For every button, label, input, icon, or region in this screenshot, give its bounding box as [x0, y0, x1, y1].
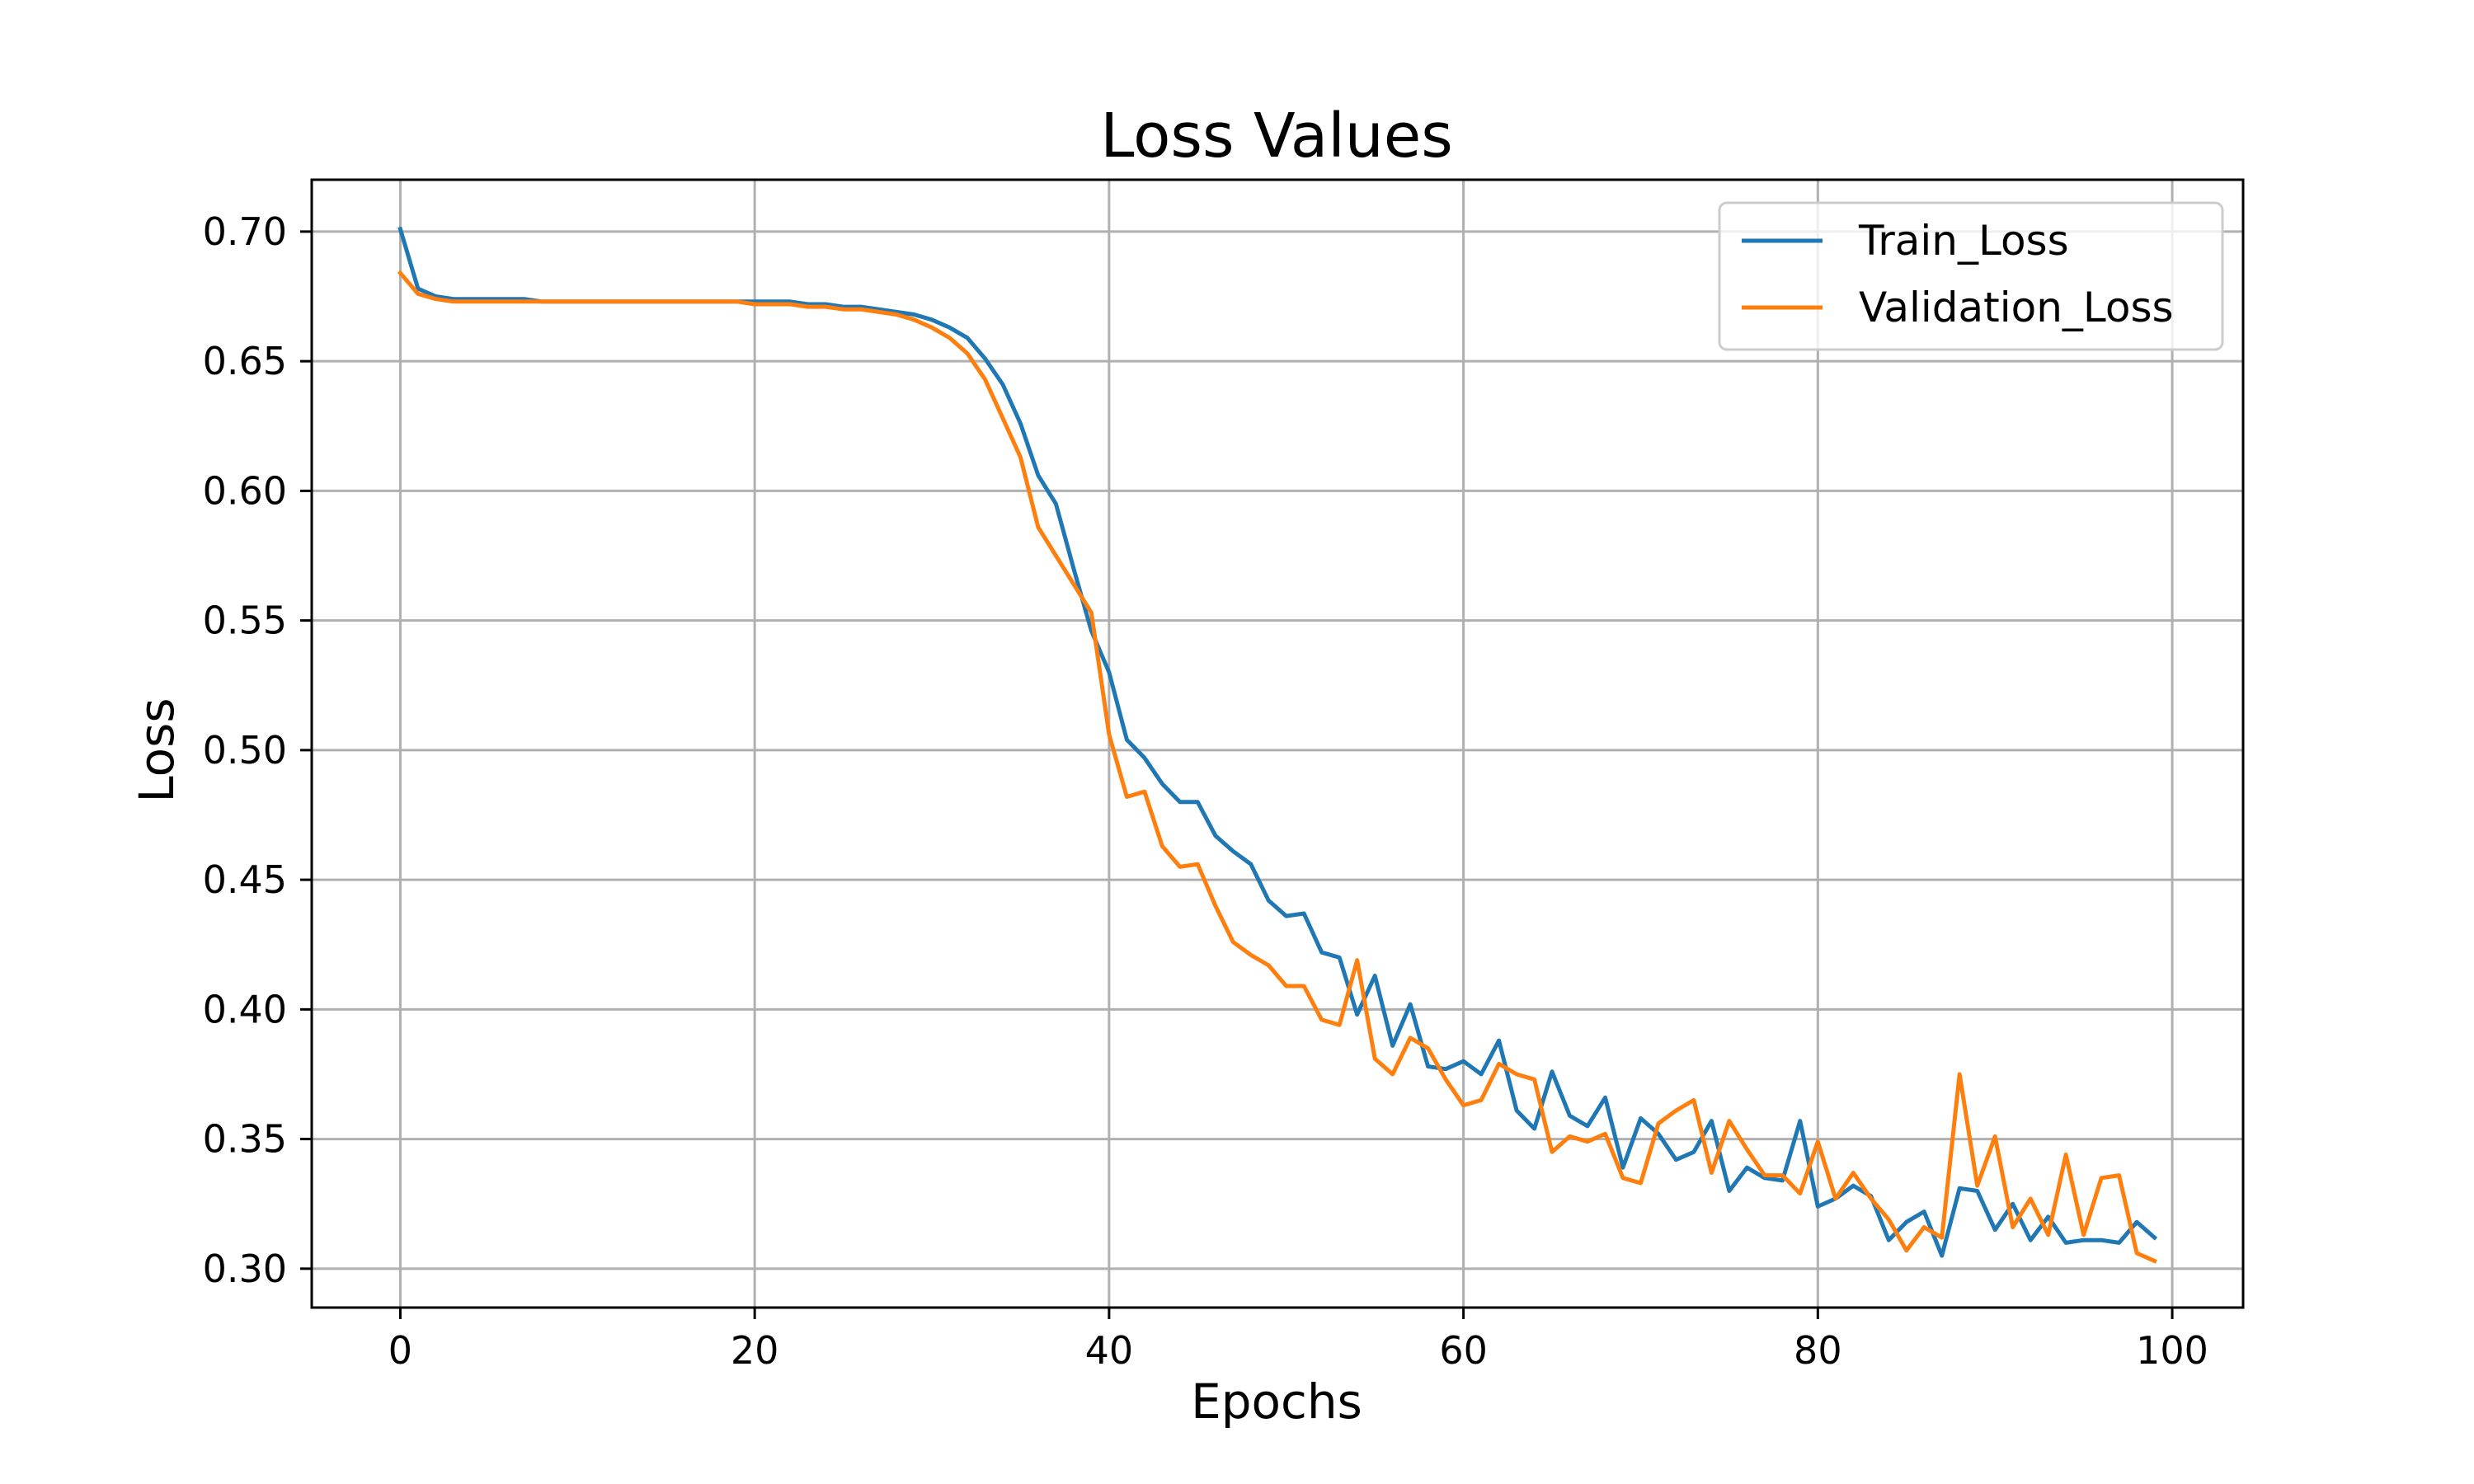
legend: Train_Loss Validation_Loss — [1718, 201, 2224, 351]
y-tick-label-0.60: 0.60 — [203, 468, 287, 513]
x-tick-label-60: 60 — [1439, 1328, 1488, 1373]
plot-frame — [310, 178, 2245, 1309]
y-tick-label-0.40: 0.40 — [203, 987, 287, 1031]
y-tick-label-0.70: 0.70 — [203, 209, 287, 254]
legend-label-train-loss: Train_Loss — [1858, 217, 2069, 265]
legend-box — [1718, 201, 2224, 351]
series-line-validation-loss — [397, 270, 2157, 1264]
y-tick-label-0.30: 0.30 — [203, 1247, 287, 1291]
y-tick-label-0.50: 0.50 — [203, 728, 287, 773]
y-tick-label-0.45: 0.45 — [203, 857, 287, 902]
chart-title: Loss Values — [1100, 101, 1453, 171]
grid-layer — [312, 180, 2243, 1308]
legend-label-validation-loss: Validation_Loss — [1859, 284, 2174, 331]
y-axis-label: Loss — [129, 697, 185, 802]
x-tick-label-20: 20 — [731, 1328, 779, 1373]
x-tick-label-0: 0 — [388, 1328, 412, 1373]
y-tick-label-0.65: 0.65 — [203, 339, 287, 383]
x-axis-label: Epochs — [1191, 1374, 1362, 1430]
tick-layer: 0 20 40 60 80 100 0.30 0.35 0.40 0.45 0.50 0.55 0.60… — [203, 209, 2208, 1373]
x-tick-label-80: 80 — [1794, 1328, 1842, 1373]
series-layer — [397, 226, 2158, 1264]
y-tick-label-0.35: 0.35 — [203, 1117, 287, 1162]
x-tick-label-40: 40 — [1085, 1328, 1134, 1373]
x-tick-label-100: 100 — [2136, 1328, 2208, 1373]
y-tick-label-0.55: 0.55 — [203, 599, 287, 643]
